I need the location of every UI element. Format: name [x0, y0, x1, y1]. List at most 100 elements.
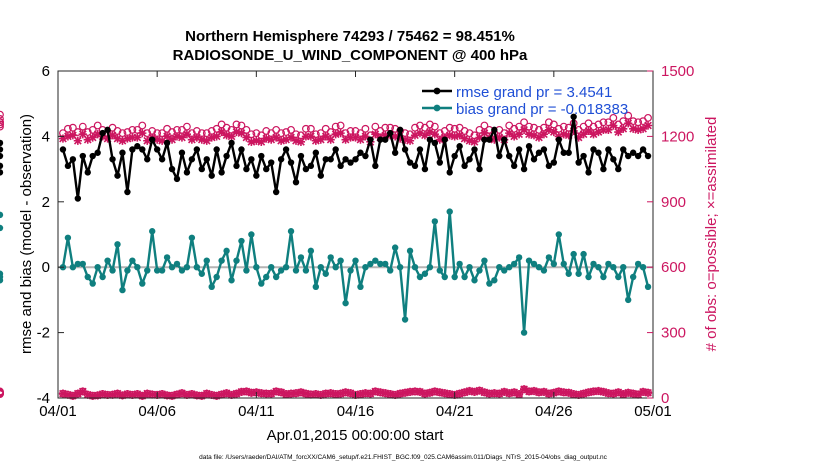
rmse-point [203, 156, 210, 163]
bias-point [84, 273, 91, 281]
obs-possible-point [168, 128, 176, 136]
bias-point [64, 234, 72, 241]
obs-assimilated-low-point [306, 390, 315, 399]
obs-assimilated-low-point [68, 391, 77, 400]
rmse-point [367, 136, 374, 143]
obs-assimilated-point [574, 133, 583, 142]
bias-point [233, 257, 240, 264]
obs-possible-point [594, 120, 603, 129]
x-tick-label: 04/16 [337, 403, 375, 420]
obs-assimilated-low-point [430, 387, 439, 396]
bias-point [560, 260, 567, 268]
obs-assimilated-point [247, 137, 256, 146]
rmse-point [144, 156, 151, 163]
obs-assimilated-low-point [410, 387, 420, 396]
bias-point [263, 273, 270, 281]
obs-possible-point [544, 118, 553, 127]
rmse-point [287, 159, 295, 166]
rmse-point [560, 149, 567, 156]
obs-assimilated-low-point [336, 389, 345, 398]
rmse-point [208, 172, 215, 179]
obs-assimilated-low-point [83, 390, 92, 399]
obs-possible-point [222, 123, 231, 132]
obs-assimilated-low-point [187, 389, 196, 399]
obs-assimilated-point [306, 132, 315, 141]
rmse-point [0, 162, 4, 170]
obs-assimilated-low-point [167, 391, 177, 400]
obs-possible-point [480, 121, 489, 130]
obs-possible-point [0, 118, 4, 127]
bias-point [213, 273, 220, 281]
rmse-point [119, 149, 126, 156]
obs-assimilated-low-point [158, 389, 167, 399]
obs-assimilated-low-point [559, 388, 568, 397]
obs-assimilated-low-point [420, 389, 430, 398]
y-right-tick-label: 300 [661, 325, 686, 342]
rmse-point [506, 152, 513, 160]
obs-possible-point [138, 121, 147, 130]
obs-assimilated-low-point [539, 387, 549, 396]
bias-point [307, 247, 315, 255]
bias-point [357, 283, 364, 291]
rmse-point [248, 156, 255, 163]
obs-assimilated-point [331, 130, 340, 139]
rmse-point [501, 136, 508, 143]
rmse-point [149, 136, 156, 143]
bias-point [491, 277, 498, 284]
obs-assimilated-point [118, 136, 127, 145]
obs-assimilated-low-point [296, 388, 306, 397]
bias-point [550, 260, 558, 268]
bias-point [446, 208, 453, 215]
rmse-point [282, 146, 290, 153]
obs-assimilated-low-point [262, 389, 271, 398]
obs-assimilated-low-point [589, 387, 598, 396]
rmse-point [575, 159, 582, 166]
obs-possible-point [554, 124, 563, 133]
y-axis-right-label: # of obs: o=possible; ×=assimilated [703, 117, 720, 352]
obs-assimilated-low-point [638, 387, 648, 396]
bias-point [134, 264, 141, 271]
x-tick-label: 05/01 [634, 403, 672, 420]
obs-assimilated-low-point [366, 389, 375, 398]
obs-assimilated-low-point [232, 389, 241, 398]
bias-point [391, 244, 399, 251]
rmse-point [451, 152, 458, 160]
obs-assimilated-low-point [331, 389, 340, 399]
bias-point [129, 257, 136, 264]
obs-possible-point [242, 125, 251, 134]
obs-assimilated-point [544, 125, 553, 134]
bias-point [540, 267, 548, 274]
y-tick-label: 2 [42, 194, 50, 211]
obs-possible-point [113, 127, 122, 135]
bias-point [377, 260, 384, 268]
bias-point [124, 267, 131, 274]
bias-point [203, 257, 210, 264]
y-tick-label: 0 [42, 259, 50, 276]
rmse-point [307, 162, 315, 170]
obs-assimilated-point [534, 133, 544, 142]
obs-possible-point [361, 124, 370, 133]
bias-point [451, 273, 458, 281]
obs-assimilated-low-point [321, 389, 330, 398]
obs-possible-point [232, 120, 241, 129]
chart-title: Northern Hemisphere 74293 / 75462 = 98.4… [185, 28, 515, 45]
obs-assimilated-low-point [128, 390, 137, 400]
obs-assimilated-low-point [118, 391, 127, 400]
obs-assimilated-point [207, 133, 216, 142]
obs-assimilated-point [614, 127, 623, 137]
obs-possible-point [262, 127, 271, 135]
obs-assimilated-point [619, 124, 628, 133]
x-tick-label: 04/21 [436, 403, 474, 420]
rmse-point [372, 162, 379, 170]
bias-point [139, 280, 146, 287]
obs-possible-point [277, 129, 286, 138]
legend-bias-marker [433, 104, 441, 112]
obs-possible-point [93, 121, 102, 130]
bias-point [347, 267, 354, 274]
obs-assimilated-point [252, 136, 261, 145]
obs-assimilated-point [361, 132, 370, 141]
bias-point [282, 264, 290, 271]
rmse-point [114, 172, 121, 179]
obs-assimilated-low-point [133, 389, 142, 399]
obs-possible-point [599, 118, 608, 127]
